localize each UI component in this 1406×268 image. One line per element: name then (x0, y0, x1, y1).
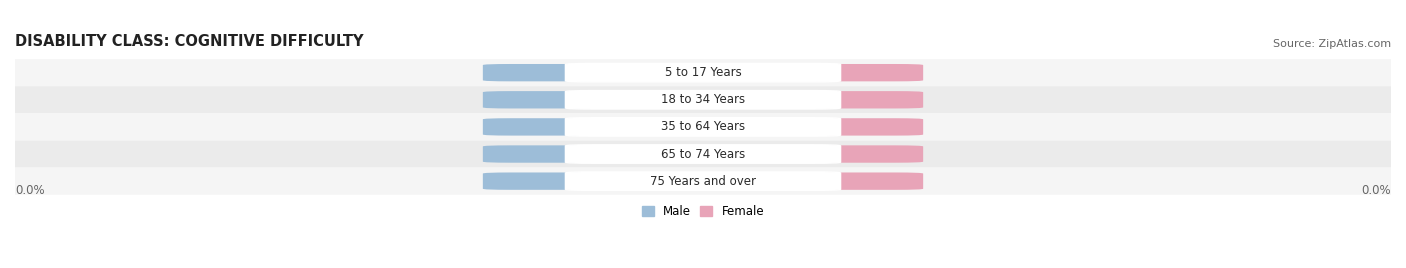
Text: 0.0%: 0.0% (585, 95, 614, 105)
Text: 0.0%: 0.0% (1361, 184, 1391, 197)
Text: 5 to 17 Years: 5 to 17 Years (665, 66, 741, 79)
FancyBboxPatch shape (565, 118, 841, 136)
FancyBboxPatch shape (482, 145, 717, 163)
FancyBboxPatch shape (689, 173, 924, 190)
FancyBboxPatch shape (15, 86, 1391, 113)
FancyBboxPatch shape (689, 64, 924, 81)
FancyBboxPatch shape (482, 91, 717, 109)
Text: 75 Years and over: 75 Years and over (650, 175, 756, 188)
FancyBboxPatch shape (689, 145, 924, 163)
FancyBboxPatch shape (482, 118, 717, 136)
FancyBboxPatch shape (482, 173, 717, 190)
FancyBboxPatch shape (565, 91, 841, 109)
FancyBboxPatch shape (15, 59, 1391, 86)
FancyBboxPatch shape (15, 113, 1391, 140)
Text: 0.0%: 0.0% (792, 176, 821, 186)
FancyBboxPatch shape (565, 145, 841, 163)
Text: 0.0%: 0.0% (15, 184, 45, 197)
Text: 0.0%: 0.0% (792, 122, 821, 132)
Text: 35 to 64 Years: 35 to 64 Years (661, 120, 745, 133)
FancyBboxPatch shape (15, 168, 1391, 195)
Text: DISABILITY CLASS: COGNITIVE DIFFICULTY: DISABILITY CLASS: COGNITIVE DIFFICULTY (15, 34, 364, 49)
FancyBboxPatch shape (482, 64, 717, 81)
FancyBboxPatch shape (565, 172, 841, 190)
FancyBboxPatch shape (689, 118, 924, 136)
Text: 0.0%: 0.0% (585, 149, 614, 159)
Text: Source: ZipAtlas.com: Source: ZipAtlas.com (1272, 39, 1391, 49)
FancyBboxPatch shape (15, 140, 1391, 168)
FancyBboxPatch shape (689, 91, 924, 109)
Text: 18 to 34 Years: 18 to 34 Years (661, 93, 745, 106)
Text: 65 to 74 Years: 65 to 74 Years (661, 147, 745, 161)
Text: 0.0%: 0.0% (792, 68, 821, 78)
Text: 0.0%: 0.0% (792, 95, 821, 105)
Text: 0.0%: 0.0% (585, 122, 614, 132)
Text: 0.0%: 0.0% (585, 68, 614, 78)
Text: 0.0%: 0.0% (792, 149, 821, 159)
Text: 0.0%: 0.0% (585, 176, 614, 186)
FancyBboxPatch shape (565, 64, 841, 82)
Legend: Male, Female: Male, Female (637, 200, 769, 222)
